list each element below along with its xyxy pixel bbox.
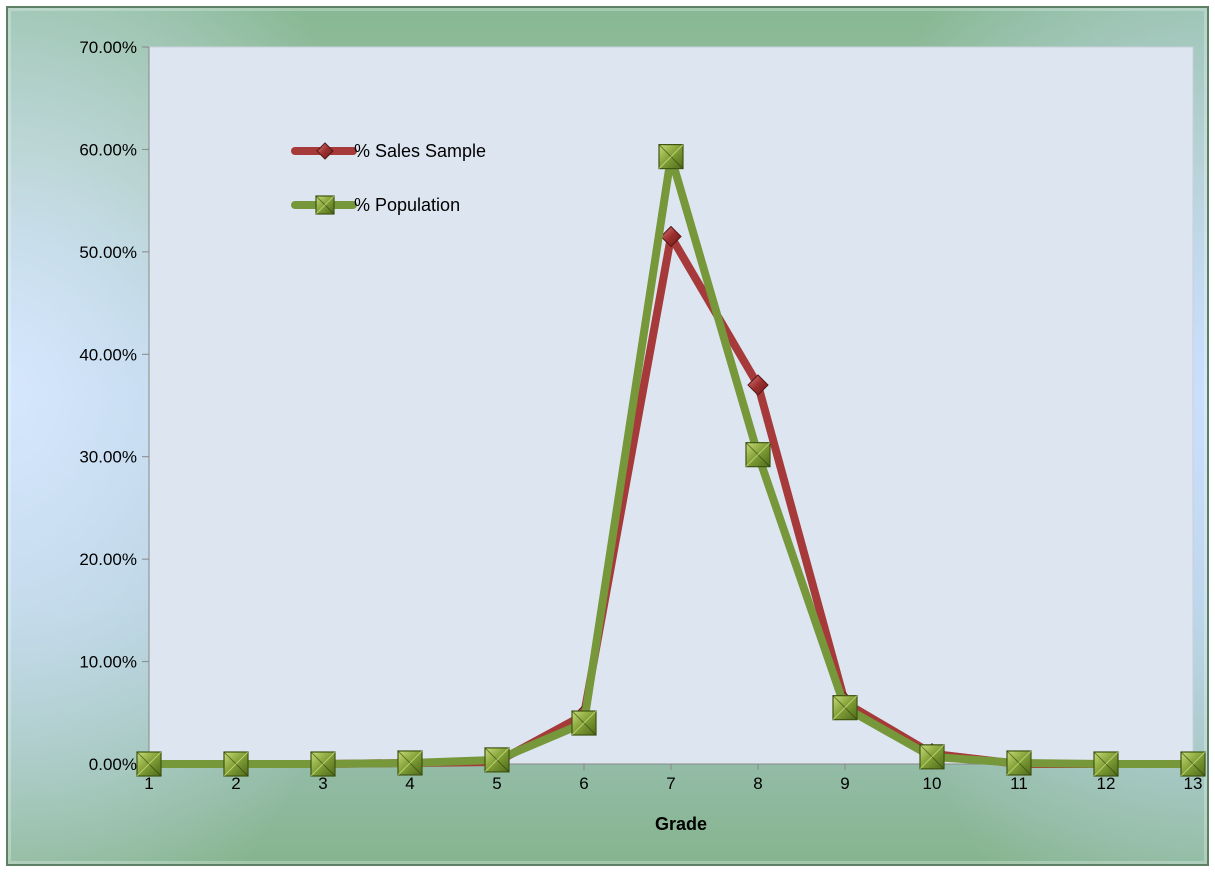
legend-label: % Sales Sample xyxy=(354,141,486,161)
data-point-square xyxy=(397,750,423,776)
y-tick-label: 20.00% xyxy=(79,550,137,569)
x-tick-label: 11 xyxy=(1010,774,1028,793)
data-point-square xyxy=(745,442,771,468)
series-population xyxy=(136,143,1206,777)
y-tick-label: 50.00% xyxy=(79,243,137,262)
data-point-square xyxy=(571,710,597,736)
legend-marker xyxy=(316,142,334,160)
x-axis-ticks: 1 2 3 4 5 6 7 8 9 10 11 12 13 xyxy=(144,764,1202,793)
chart-frame: 0.00% 10.00% 20.00% 30.00% 40.00% 50.00% 60.00… xyxy=(6,6,1209,866)
x-tick-label: 6 xyxy=(579,774,588,793)
x-tick-label: 1 xyxy=(144,774,153,793)
data-point-square xyxy=(223,751,249,777)
legend-marker xyxy=(315,195,335,215)
y-tick-label: 10.00% xyxy=(79,653,137,672)
data-point-square xyxy=(1180,751,1206,777)
data-point-square xyxy=(310,751,336,777)
y-tick-label: 30.00% xyxy=(79,448,137,467)
x-tick-label: 13 xyxy=(1184,774,1203,793)
x-tick-label: 8 xyxy=(753,774,762,793)
data-point-diamond xyxy=(660,225,682,248)
x-tick-label: 9 xyxy=(840,774,849,793)
legend-label: % Population xyxy=(354,195,460,215)
x-tick-label: 7 xyxy=(666,774,675,793)
legend-item: % Population xyxy=(291,195,460,215)
x-tick-label: 3 xyxy=(318,774,327,793)
y-axis-ticks: 0.00% 10.00% 20.00% 30.00% 40.00% 50.00% 60.00… xyxy=(79,38,149,774)
x-tick-label: 5 xyxy=(492,774,501,793)
series-layer xyxy=(136,143,1206,777)
x-tick-label: 12 xyxy=(1097,774,1116,793)
x-tick-label: 10 xyxy=(923,774,942,793)
data-point-square xyxy=(832,695,858,721)
data-point-square xyxy=(1093,751,1119,777)
data-point-square xyxy=(658,143,684,170)
x-axis-title: Grade xyxy=(655,814,707,834)
y-tick-label: 70.00% xyxy=(79,38,137,57)
x-tick-label: 4 xyxy=(405,774,414,793)
y-tick-label: 0.00% xyxy=(89,755,137,774)
y-tick-label: 40.00% xyxy=(79,345,137,364)
data-point-square xyxy=(919,744,945,770)
data-point-square xyxy=(1006,750,1032,776)
x-tick-label: 2 xyxy=(231,774,240,793)
legend: % Sales Sample % Population xyxy=(291,141,486,215)
data-point-square xyxy=(136,751,162,777)
line-chart: 0.00% 10.00% 20.00% 30.00% 40.00% 50.00% 60.00… xyxy=(79,38,1206,834)
data-point-square xyxy=(484,747,510,773)
y-tick-label: 60.00% xyxy=(79,140,137,159)
legend-item: % Sales Sample xyxy=(291,141,486,161)
data-point-diamond xyxy=(747,374,769,396)
